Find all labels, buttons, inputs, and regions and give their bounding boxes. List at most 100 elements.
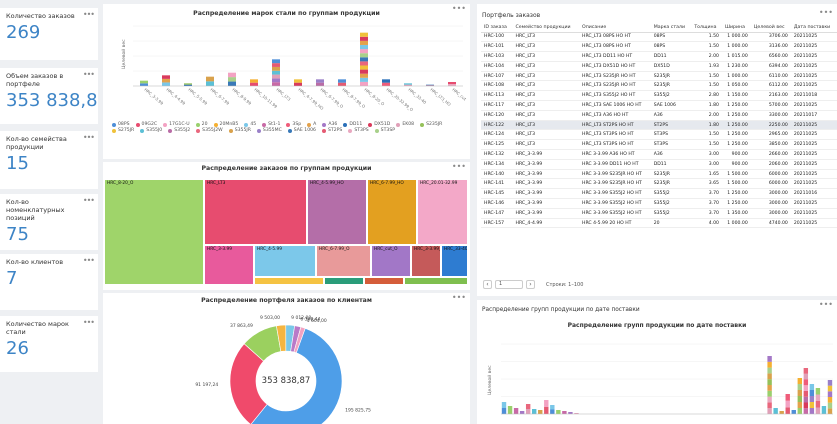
- table-row[interactable]: HRC-146 HRC_3-3.99 HRC 3-3.99 S355J2 HO HT…: [481, 198, 837, 209]
- treemap-tile[interactable]: HRC_33-40: [441, 245, 468, 277]
- date-bar[interactable]: [815, 388, 821, 414]
- bar-HRC_8-20_O[interactable]: [360, 32, 368, 86]
- bar-HRC_LT3[interactable]: [272, 59, 280, 86]
- column-header[interactable]: ID заказа: [481, 24, 513, 33]
- table-row[interactable]: HRC-145 HRC_3-3.99 HRC 3-3.99 S355J2 HO HT…: [481, 188, 837, 200]
- pie-slice[interactable]: [293, 326, 306, 354]
- treemap-tile[interactable]: [404, 277, 468, 285]
- more-dots-icon[interactable]: •••: [82, 133, 95, 142]
- table-row[interactable]: HRC-103 HRC_LT3 HRC_LT3 DD11 HO HT DD11 2.00…: [481, 51, 837, 62]
- date-bar[interactable]: [525, 404, 531, 414]
- legend-item[interactable]: 20MnB5: [213, 122, 238, 127]
- bar-HRC_10-11.99[interactable]: [250, 79, 258, 86]
- pie-slice[interactable]: [250, 328, 343, 424]
- legend-item[interactable]: 17G1C-U: [163, 122, 190, 127]
- table-row[interactable]: HRC-113 HRC_LT3 HRC_LT3 S355J2 HO HT S355J2…: [481, 90, 837, 102]
- table-row[interactable]: HRC-141 HRC_3-3.99 HRC 3-3.99 S235JR HO HT…: [481, 178, 837, 190]
- treemap-tile[interactable]: HRC_LT3: [204, 179, 307, 245]
- date-bar[interactable]: [513, 408, 519, 414]
- bar-HRC_8-9.99[interactable]: [228, 72, 236, 86]
- table-row[interactable]: HRC-124 HRC_LT3 HRC_LT3 ST3PS HO HT ST3PS 1.…: [481, 129, 837, 141]
- table-row[interactable]: HRC-120 HRC_LT3 HRC_LT3 A36 HO HT A36 2.00 1 …: [481, 110, 837, 121]
- legend-item[interactable]: ST2PS: [321, 128, 342, 133]
- treemap-tile[interactable]: HRC_4-5.99_HO: [307, 179, 367, 245]
- table-row[interactable]: HRC-125 HRC_LT3 HRC_LT3 ST3PS HO HT ST3PS 1.…: [481, 139, 837, 151]
- bar-HRC_4-4.99[interactable]: [162, 75, 170, 86]
- table-row[interactable]: HRC-104 HRC_LT3 HRC_LT3 DX51D HO HT DX51D 1.…: [481, 61, 837, 72]
- bar-HRC_20-32.99_O[interactable]: [382, 79, 390, 86]
- treemap-tile[interactable]: [254, 277, 324, 285]
- legend-item[interactable]: SAE 1006: [287, 128, 316, 133]
- legend-item[interactable]: S355J0: [140, 128, 162, 133]
- treemap-tile[interactable]: HRC_8-20_O: [104, 179, 204, 285]
- more-dots-icon[interactable]: •••: [818, 300, 833, 309]
- date-bar[interactable]: [519, 411, 525, 414]
- legend-item[interactable]: 20: [195, 122, 208, 127]
- date-bar[interactable]: [538, 410, 543, 414]
- bar-HRC_33-40[interactable]: [404, 83, 412, 86]
- more-dots-icon[interactable]: •••: [82, 318, 95, 327]
- chevron-left-icon[interactable]: ‹: [483, 280, 492, 289]
- table-row[interactable]: HRC-157 HRC_4-4.99 HRC 4-5.99 20 HO HT 20 4.…: [481, 218, 837, 229]
- legend-item[interactable]: St1-1: [262, 122, 280, 127]
- date-bar[interactable]: [803, 368, 809, 414]
- column-header[interactable]: Толщина: [691, 24, 722, 33]
- table-row[interactable]: HRC-107 HRC_LT3 HRC_LT3 S235JR HO HT S235JR…: [481, 71, 837, 82]
- bar-HRC_8-7.99_O[interactable]: [338, 79, 346, 86]
- bar-HRC_3-3.99[interactable]: [140, 80, 148, 86]
- bar-HRC_6-7.99[interactable]: [206, 76, 214, 86]
- date-bar[interactable]: [773, 408, 778, 414]
- date-bar[interactable]: [785, 394, 790, 414]
- more-dots-icon[interactable]: •••: [82, 256, 95, 265]
- legend-item[interactable]: A: [307, 122, 316, 127]
- legend-item[interactable]: 3Sp: [286, 122, 301, 127]
- date-bar[interactable]: [574, 413, 579, 414]
- more-dots-icon[interactable]: •••: [451, 293, 466, 302]
- date-bar[interactable]: [809, 384, 815, 414]
- legend-item[interactable]: ST3SP: [374, 128, 395, 133]
- treemap-tile[interactable]: [364, 277, 404, 285]
- table-row[interactable]: HRC-132 HRC_3-3.99 HRC 3-3.99 A36 HO HT A36…: [481, 149, 837, 160]
- more-dots-icon[interactable]: •••: [451, 162, 466, 171]
- more-dots-icon[interactable]: •••: [82, 10, 95, 19]
- date-bar[interactable]: [550, 405, 555, 414]
- table-row[interactable]: HRC-108 HRC_LT3 HRC_LT3 S235JR HO HT S235JR…: [481, 80, 837, 92]
- table-row[interactable]: HRC-147 HRC_3-3.99 HRC 3-3.99 S355J2 HO HT…: [481, 208, 837, 219]
- date-bar[interactable]: [821, 406, 827, 414]
- chevron-right-icon[interactable]: ›: [526, 280, 535, 289]
- date-bar[interactable]: [779, 411, 784, 414]
- date-bar[interactable]: [767, 356, 772, 414]
- date-bar[interactable]: [827, 380, 833, 414]
- treemap-tile[interactable]: HRC_3-3.99_S: [411, 245, 441, 277]
- legend-item[interactable]: 45: [244, 122, 256, 127]
- legend-item[interactable]: EK08: [396, 122, 414, 127]
- column-header[interactable]: Марка стали: [650, 24, 692, 33]
- date-bar[interactable]: [544, 400, 549, 414]
- bar-HRC_5-5.99[interactable]: [184, 83, 192, 86]
- date-bar[interactable]: [501, 402, 507, 414]
- date-bar[interactable]: [568, 412, 573, 414]
- date-bar[interactable]: [532, 409, 537, 414]
- legend-item[interactable]: 08PS: [112, 122, 130, 127]
- bar-HRC_6-7.99_O[interactable]: [316, 79, 324, 86]
- more-dots-icon[interactable]: •••: [451, 4, 466, 13]
- bar-HRC_LT3_HO[interactable]: [426, 84, 434, 86]
- treemap-tile[interactable]: HRC_3-3.99: [204, 245, 254, 285]
- column-header[interactable]: Дата поставки: [790, 24, 837, 33]
- legend-item[interactable]: DD11: [343, 122, 362, 127]
- date-bar[interactable]: [556, 410, 561, 414]
- legend-item[interactable]: S355J2W: [196, 128, 223, 133]
- treemap-tile[interactable]: HRC_4-5.99: [254, 245, 316, 277]
- table-row[interactable]: HRC-122 HRC_LT3 HRC_LT3 ST2PS HO HT ST2PS 1.…: [481, 120, 837, 131]
- table-row[interactable]: HRC-100 HRC_LT3 HRC_LT3 08PS HO HT 08PS 1.50…: [481, 32, 837, 43]
- table-row[interactable]: HRC-117 HRC_LT3 HRC_LT3 SAE 1006 HO HT SAE …: [481, 100, 837, 111]
- date-bar[interactable]: [507, 406, 513, 414]
- treemap-tile[interactable]: HRC_6-7.99_HO: [367, 179, 417, 245]
- more-dots-icon[interactable]: •••: [82, 70, 95, 79]
- table-row[interactable]: HRC-140 HRC_3-3.99 HRC 3-3.99 S235JR HO HT…: [481, 169, 837, 180]
- legend-item[interactable]: S355JR: [228, 128, 251, 133]
- page-input[interactable]: 1: [495, 280, 523, 289]
- column-header[interactable]: Семейство продукции: [512, 24, 579, 33]
- column-header[interactable]: Ширина: [721, 24, 751, 33]
- legend-item[interactable]: 09G2C: [135, 122, 157, 127]
